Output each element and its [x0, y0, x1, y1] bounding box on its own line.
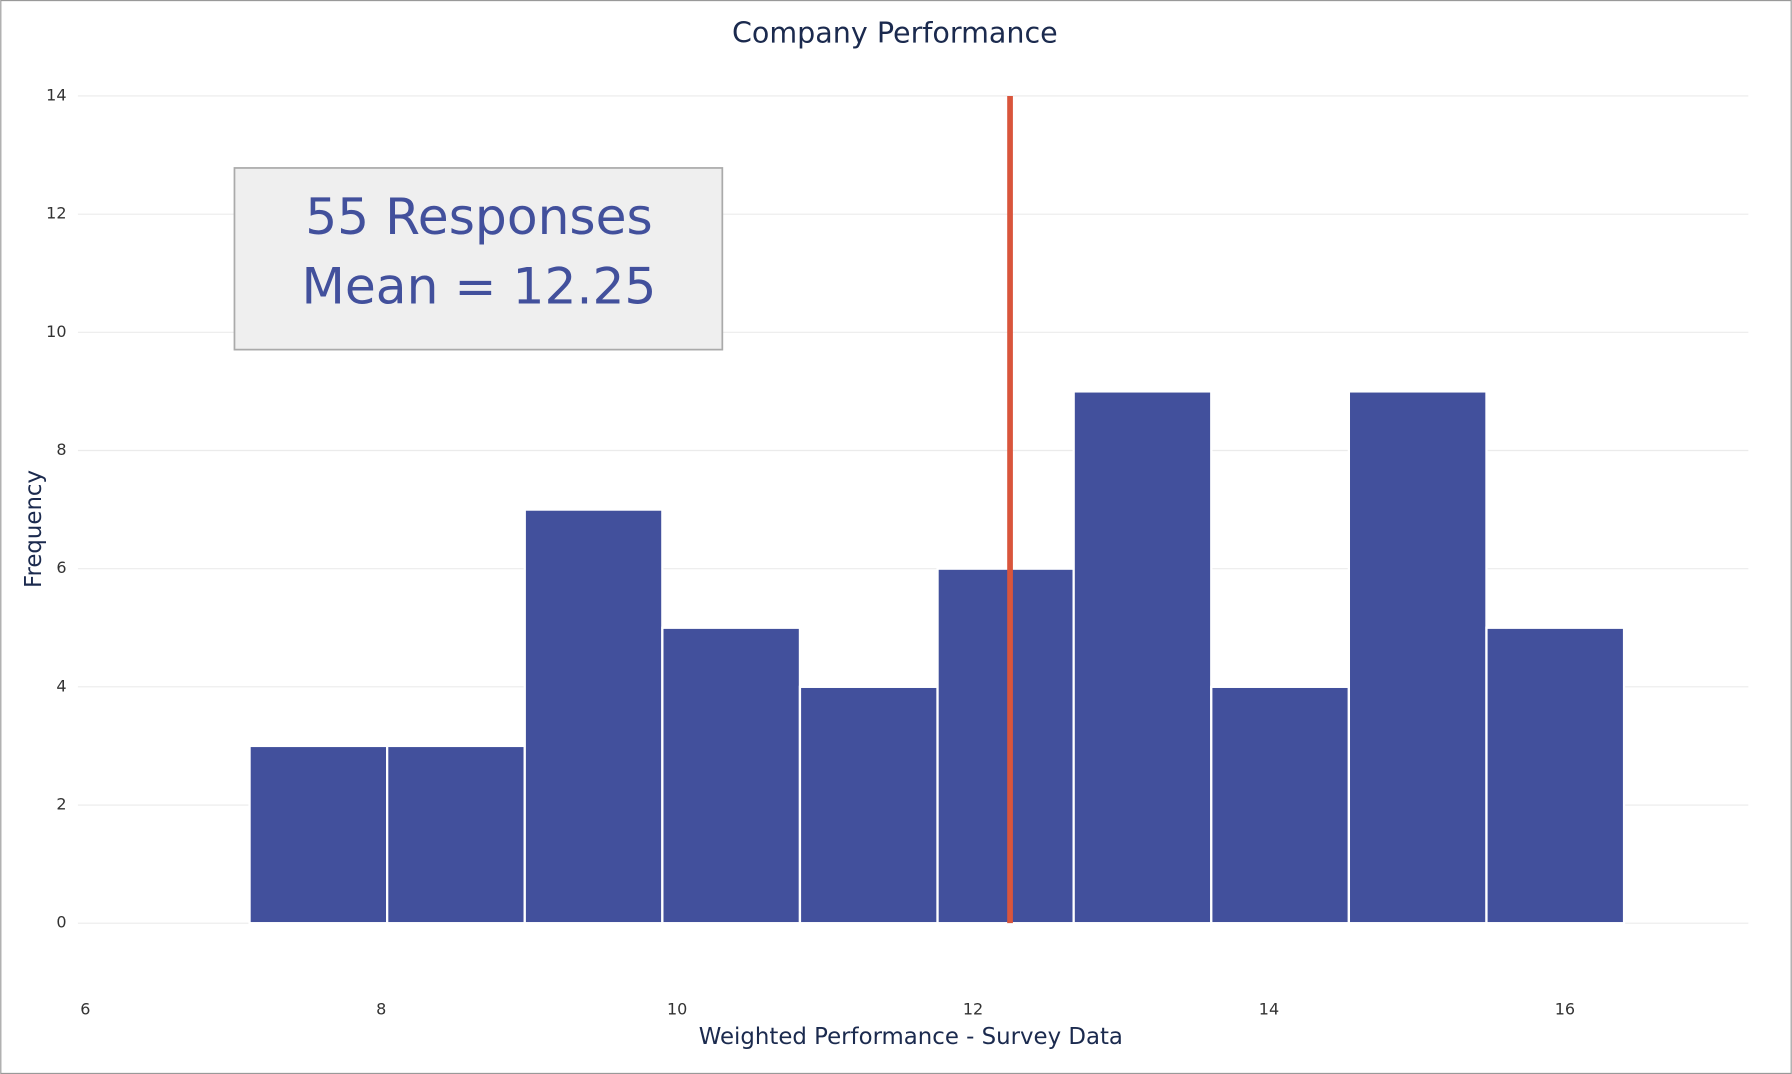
x-tick-label: 14 [1259, 1000, 1279, 1019]
bar [386, 744, 526, 925]
bar [798, 685, 939, 925]
chart-title: Company Performance [732, 15, 1058, 49]
y-tick-label: 10 [46, 322, 66, 341]
annotation-text: Mean = 12.25 [301, 257, 656, 316]
bar [1072, 390, 1213, 925]
y-tick-label: 4 [56, 676, 66, 695]
bar [1485, 626, 1626, 925]
bar [248, 744, 389, 925]
x-tick-label: 10 [667, 1000, 687, 1019]
y-tick-label: 2 [56, 795, 66, 814]
bar [1210, 685, 1351, 925]
annotation-text: 55 Responses [305, 187, 653, 246]
y-axis-label: Frequency [21, 470, 47, 588]
y-tick-label: 0 [56, 913, 66, 932]
y-tick-label: 14 [46, 85, 66, 104]
x-axis-label: Weighted Performance - Survey Data [699, 1024, 1123, 1050]
x-tick-label: 6 [80, 1000, 90, 1019]
y-tick-label: 6 [56, 558, 66, 577]
bar [523, 508, 664, 925]
x-tick-label: 16 [1555, 1000, 1575, 1019]
bar [1347, 390, 1488, 925]
bar [661, 626, 802, 925]
annotation-box [233, 167, 724, 351]
y-tick-label: 8 [56, 440, 66, 459]
x-tick-label: 8 [376, 1000, 386, 1019]
bar [936, 567, 1075, 925]
y-tick-label: 12 [46, 204, 66, 223]
x-tick-label: 12 [963, 1000, 983, 1019]
